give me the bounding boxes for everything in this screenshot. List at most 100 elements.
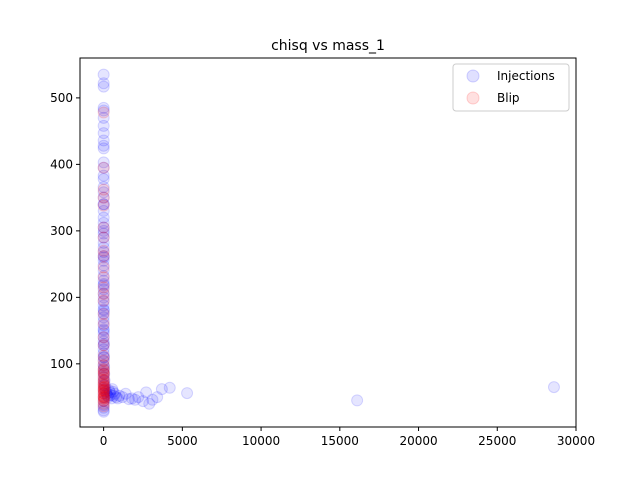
data-point-injections [97, 283, 110, 296]
data-point-injections [97, 395, 110, 408]
data-point-injections [97, 319, 110, 332]
data-point-injections [97, 216, 110, 229]
data-point-injections [119, 387, 132, 400]
data-point-injections [97, 291, 110, 304]
data-point-blip [97, 250, 110, 263]
data-point-injections [97, 173, 110, 186]
data-point-injections [97, 77, 110, 90]
data-point-injections [97, 367, 110, 380]
data-point-injections [97, 315, 110, 328]
data-point-blip [98, 385, 111, 398]
data-point-injections [97, 254, 110, 267]
data-point-blip [97, 381, 110, 394]
data-point-injections [97, 224, 110, 237]
data-point-injections [97, 331, 110, 344]
data-point-injections [99, 385, 112, 398]
data-point-injections [97, 379, 110, 392]
data-point-injections [97, 251, 110, 264]
legend-label-blip: Blip [497, 91, 520, 105]
data-point-injections [97, 198, 110, 211]
data-point-injections [106, 383, 119, 396]
data-point-injections [102, 391, 115, 404]
data-point-injections [97, 211, 110, 224]
data-point-injections [97, 299, 110, 312]
data-point-injections [107, 389, 120, 402]
data-point-injections [97, 198, 110, 211]
data-point-injections [104, 389, 117, 402]
y-tick-label: 100 [50, 357, 73, 371]
data-point-injections [143, 397, 156, 410]
y-tick-label: 200 [50, 290, 73, 304]
data-point-injections [103, 384, 116, 397]
data-point-injections [97, 156, 110, 169]
data-point-blip [97, 288, 110, 301]
data-point-blip [97, 395, 110, 408]
data-point-injections [97, 391, 110, 404]
data-point-blip [97, 377, 110, 390]
data-point-blip [97, 391, 110, 404]
data-point-blip [97, 244, 110, 257]
data-point-injections [97, 278, 110, 291]
axes-layer: 0 5000 10000 15000 20000 25000 30000 100 200 300 4… [50, 91, 595, 448]
data-point-injections [97, 241, 110, 254]
data-point-blip [97, 394, 110, 407]
x-tick-label: 0 [100, 434, 108, 448]
data-point-blip [97, 373, 110, 386]
x-tick-label: 10000 [242, 434, 280, 448]
y-tick-label: 400 [50, 157, 73, 171]
data-point-blip [97, 381, 110, 394]
data-point-injections [97, 264, 110, 277]
x-tick-label: 5000 [167, 434, 198, 448]
data-point-blip [97, 392, 110, 405]
data-point-blip [97, 161, 110, 174]
data-point-blip [97, 231, 110, 244]
data-point-injections [98, 351, 111, 364]
data-point-injections [155, 383, 168, 396]
data-point-blip [97, 331, 110, 344]
data-point-injections [97, 186, 110, 199]
chart-title: chisq vs mass_1 [271, 38, 385, 54]
x-tick-label: 20000 [399, 434, 437, 448]
data-point-injections [97, 227, 110, 240]
data-point-blip [98, 392, 111, 405]
data-point-injections [97, 359, 110, 372]
data-point-injections [97, 139, 110, 152]
data-point-blip [97, 384, 110, 397]
data-point-injections [116, 391, 129, 404]
data-point-injections [97, 335, 110, 348]
data-point-injections [97, 111, 110, 124]
data-point-injections [111, 392, 124, 405]
data-point-injections [99, 383, 112, 396]
data-point-injections [97, 401, 110, 414]
data-point-blip [97, 106, 110, 119]
data-point-blip [97, 191, 110, 204]
data-point-injections [101, 389, 114, 402]
data-point-injections [97, 404, 110, 417]
data-point-blip [97, 364, 110, 377]
data-point-injections [97, 259, 110, 272]
data-point-injections [181, 387, 194, 400]
data-point-injections [97, 303, 110, 316]
data-point-blip [97, 281, 110, 294]
data-point-injections [97, 387, 110, 400]
data-point-injections [98, 361, 111, 374]
data-point-injections [97, 274, 110, 287]
data-point-injections [108, 387, 121, 400]
x-tick-label: 30000 [557, 434, 595, 448]
data-point-blip [97, 261, 110, 274]
x-tick-label: 15000 [321, 434, 359, 448]
data-point-blip [97, 339, 110, 352]
data-point-injections [97, 104, 110, 117]
data-point-injections [97, 80, 110, 93]
data-point-blip [97, 371, 110, 384]
data-point-injections [97, 355, 110, 368]
data-point-injections [97, 375, 110, 388]
data-point-injections [97, 311, 110, 324]
data-point-injections [97, 134, 110, 147]
data-point-injections [97, 68, 110, 81]
data-point-blip [97, 199, 110, 212]
data-point-injections [97, 250, 110, 263]
data-point-injections [97, 323, 110, 336]
data-point-injections [97, 399, 110, 412]
